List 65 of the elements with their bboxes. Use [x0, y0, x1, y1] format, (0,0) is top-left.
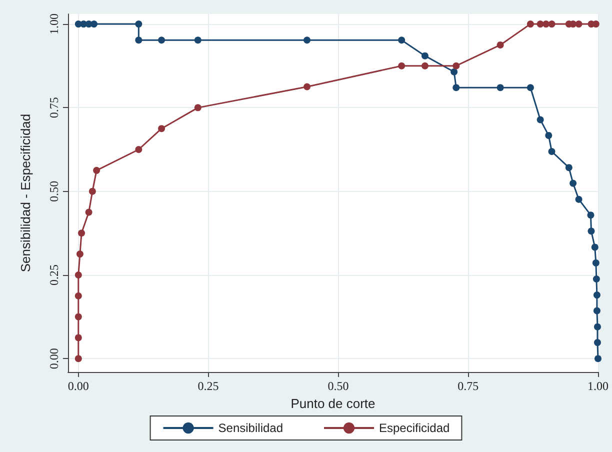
- point: [90, 20, 98, 28]
- point: [545, 132, 552, 139]
- point: [304, 36, 311, 44]
- point: [526, 84, 534, 92]
- point: [194, 104, 202, 112]
- legend-label: Especificidad: [379, 421, 450, 435]
- point: [570, 20, 577, 28]
- x-tick-label: 0.25: [198, 379, 219, 393]
- point: [74, 271, 82, 278]
- x-tick-label: 0.75: [458, 379, 479, 393]
- x-axis-title: Punto de corte: [290, 396, 376, 411]
- point: [85, 208, 92, 216]
- x-tick-label: 1.00: [588, 379, 608, 393]
- point: [452, 62, 460, 70]
- point: [594, 339, 601, 346]
- y-tick-label: 0.50: [47, 180, 61, 202]
- point: [78, 230, 86, 237]
- point: [304, 83, 311, 90]
- point: [536, 116, 544, 124]
- point: [594, 323, 601, 330]
- point: [548, 20, 556, 28]
- y-tick-label: 0.75: [47, 97, 61, 118]
- point: [591, 244, 598, 251]
- point: [421, 52, 428, 60]
- point: [496, 41, 504, 48]
- point: [452, 84, 460, 92]
- point: [588, 228, 595, 235]
- point: [158, 36, 166, 44]
- point: [398, 62, 406, 70]
- point: [496, 84, 504, 92]
- point: [74, 334, 82, 342]
- point: [592, 275, 600, 282]
- point: [194, 36, 202, 44]
- point: [421, 62, 428, 70]
- point: [74, 355, 82, 362]
- point: [135, 20, 142, 28]
- point: [565, 164, 572, 172]
- point: [542, 20, 550, 28]
- point: [88, 188, 96, 195]
- point: [158, 125, 166, 132]
- point: [587, 212, 594, 219]
- y-axis-title: Sensibilidad - Especificidad: [18, 114, 33, 272]
- point: [593, 292, 600, 299]
- point: [76, 250, 84, 258]
- point: [575, 196, 582, 203]
- y-tick-label: 0.00: [47, 348, 61, 370]
- point: [526, 20, 534, 28]
- y-tick-label: 1.00: [47, 14, 61, 35]
- point: [594, 355, 602, 362]
- x-tick-label: 0.00: [68, 379, 89, 393]
- point: [93, 166, 100, 174]
- point: [135, 146, 142, 154]
- legend-label: Sensibilidad: [218, 421, 284, 435]
- point: [575, 20, 582, 28]
- point: [592, 259, 600, 266]
- point: [548, 148, 556, 156]
- point: [74, 313, 82, 320]
- point: [135, 36, 142, 44]
- y-tick-label: 0.25: [47, 264, 61, 286]
- x-tick-label: 0.50: [328, 379, 349, 393]
- point: [398, 36, 406, 44]
- point: [74, 292, 82, 300]
- point: [450, 68, 458, 76]
- point: [570, 180, 577, 187]
- point: [593, 307, 600, 314]
